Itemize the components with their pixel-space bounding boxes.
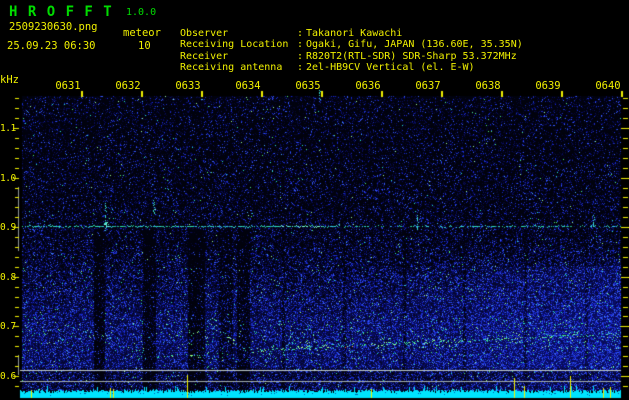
info-row-location: Receiving Location: Ogaki, Gifu, JAPAN (1… <box>180 39 523 50</box>
time-tick-label: 0634 <box>235 80 261 92</box>
time-tick-label: 0636 <box>355 80 381 92</box>
info-label: Receiver <box>180 50 229 62</box>
app-version: 1.0.0 <box>126 7 157 18</box>
time-tick-label: 0631 <box>55 80 81 92</box>
observation-datetime: 25.09.23 06:30 <box>7 40 96 52</box>
time-tick-label: 0638 <box>475 80 501 92</box>
time-tick-label: 0639 <box>535 80 561 92</box>
info-separator: : <box>297 62 304 74</box>
info-separator: : <box>297 50 304 62</box>
time-tick-label: 0633 <box>175 80 201 92</box>
station-info-table: Observer: Takanori Kawachi Receiving Loca… <box>180 5 523 73</box>
echo-count: 10 <box>138 40 151 52</box>
time-tick-label: 0632 <box>115 80 141 92</box>
freq-tick-label: 0.6 <box>0 371 16 382</box>
freq-tick-label: 0.7 <box>0 321 16 332</box>
info-label: Observer <box>180 27 229 39</box>
observation-mode: meteor <box>123 27 161 39</box>
info-row-observer: Observer: Takanori Kawachi <box>180 28 402 39</box>
info-row-receiver: Receiver: R820T2(RTL-SDR) SDR-Sharp 53.37… <box>180 51 517 62</box>
time-tick-label: 0640 <box>595 80 621 92</box>
info-label: Receiving antenna <box>180 62 283 74</box>
freq-tick-label: 1.0 <box>0 173 16 184</box>
info-separator: : <box>297 39 304 51</box>
info-label: Receiving Location <box>180 39 289 51</box>
info-value: Takanori Kawachi <box>306 27 403 39</box>
info-value: R820T2(RTL-SDR) SDR-Sharp 53.372MHz <box>306 50 517 62</box>
freq-axis-unit-label: kHz <box>0 74 19 86</box>
output-filename: 2509230630.png <box>9 21 98 33</box>
info-separator: : <box>297 27 304 39</box>
freq-tick-label: 0.8 <box>0 272 16 283</box>
info-row-antenna: Receiving antenna:2el-HB9CV Vertical (el… <box>180 62 475 73</box>
info-value: 2el-HB9CV Vertical (el. E-W) <box>306 62 475 74</box>
info-value: Ogaki, Gifu, JAPAN (136.60E, 35.35N) <box>306 39 523 51</box>
app-title: H R O F F T <box>9 4 113 20</box>
time-tick-label: 0637 <box>415 80 441 92</box>
freq-tick-label: 0.9 <box>0 222 16 233</box>
time-tick-label: 0635 <box>295 80 321 92</box>
freq-tick-label: 1.1 <box>0 123 16 134</box>
